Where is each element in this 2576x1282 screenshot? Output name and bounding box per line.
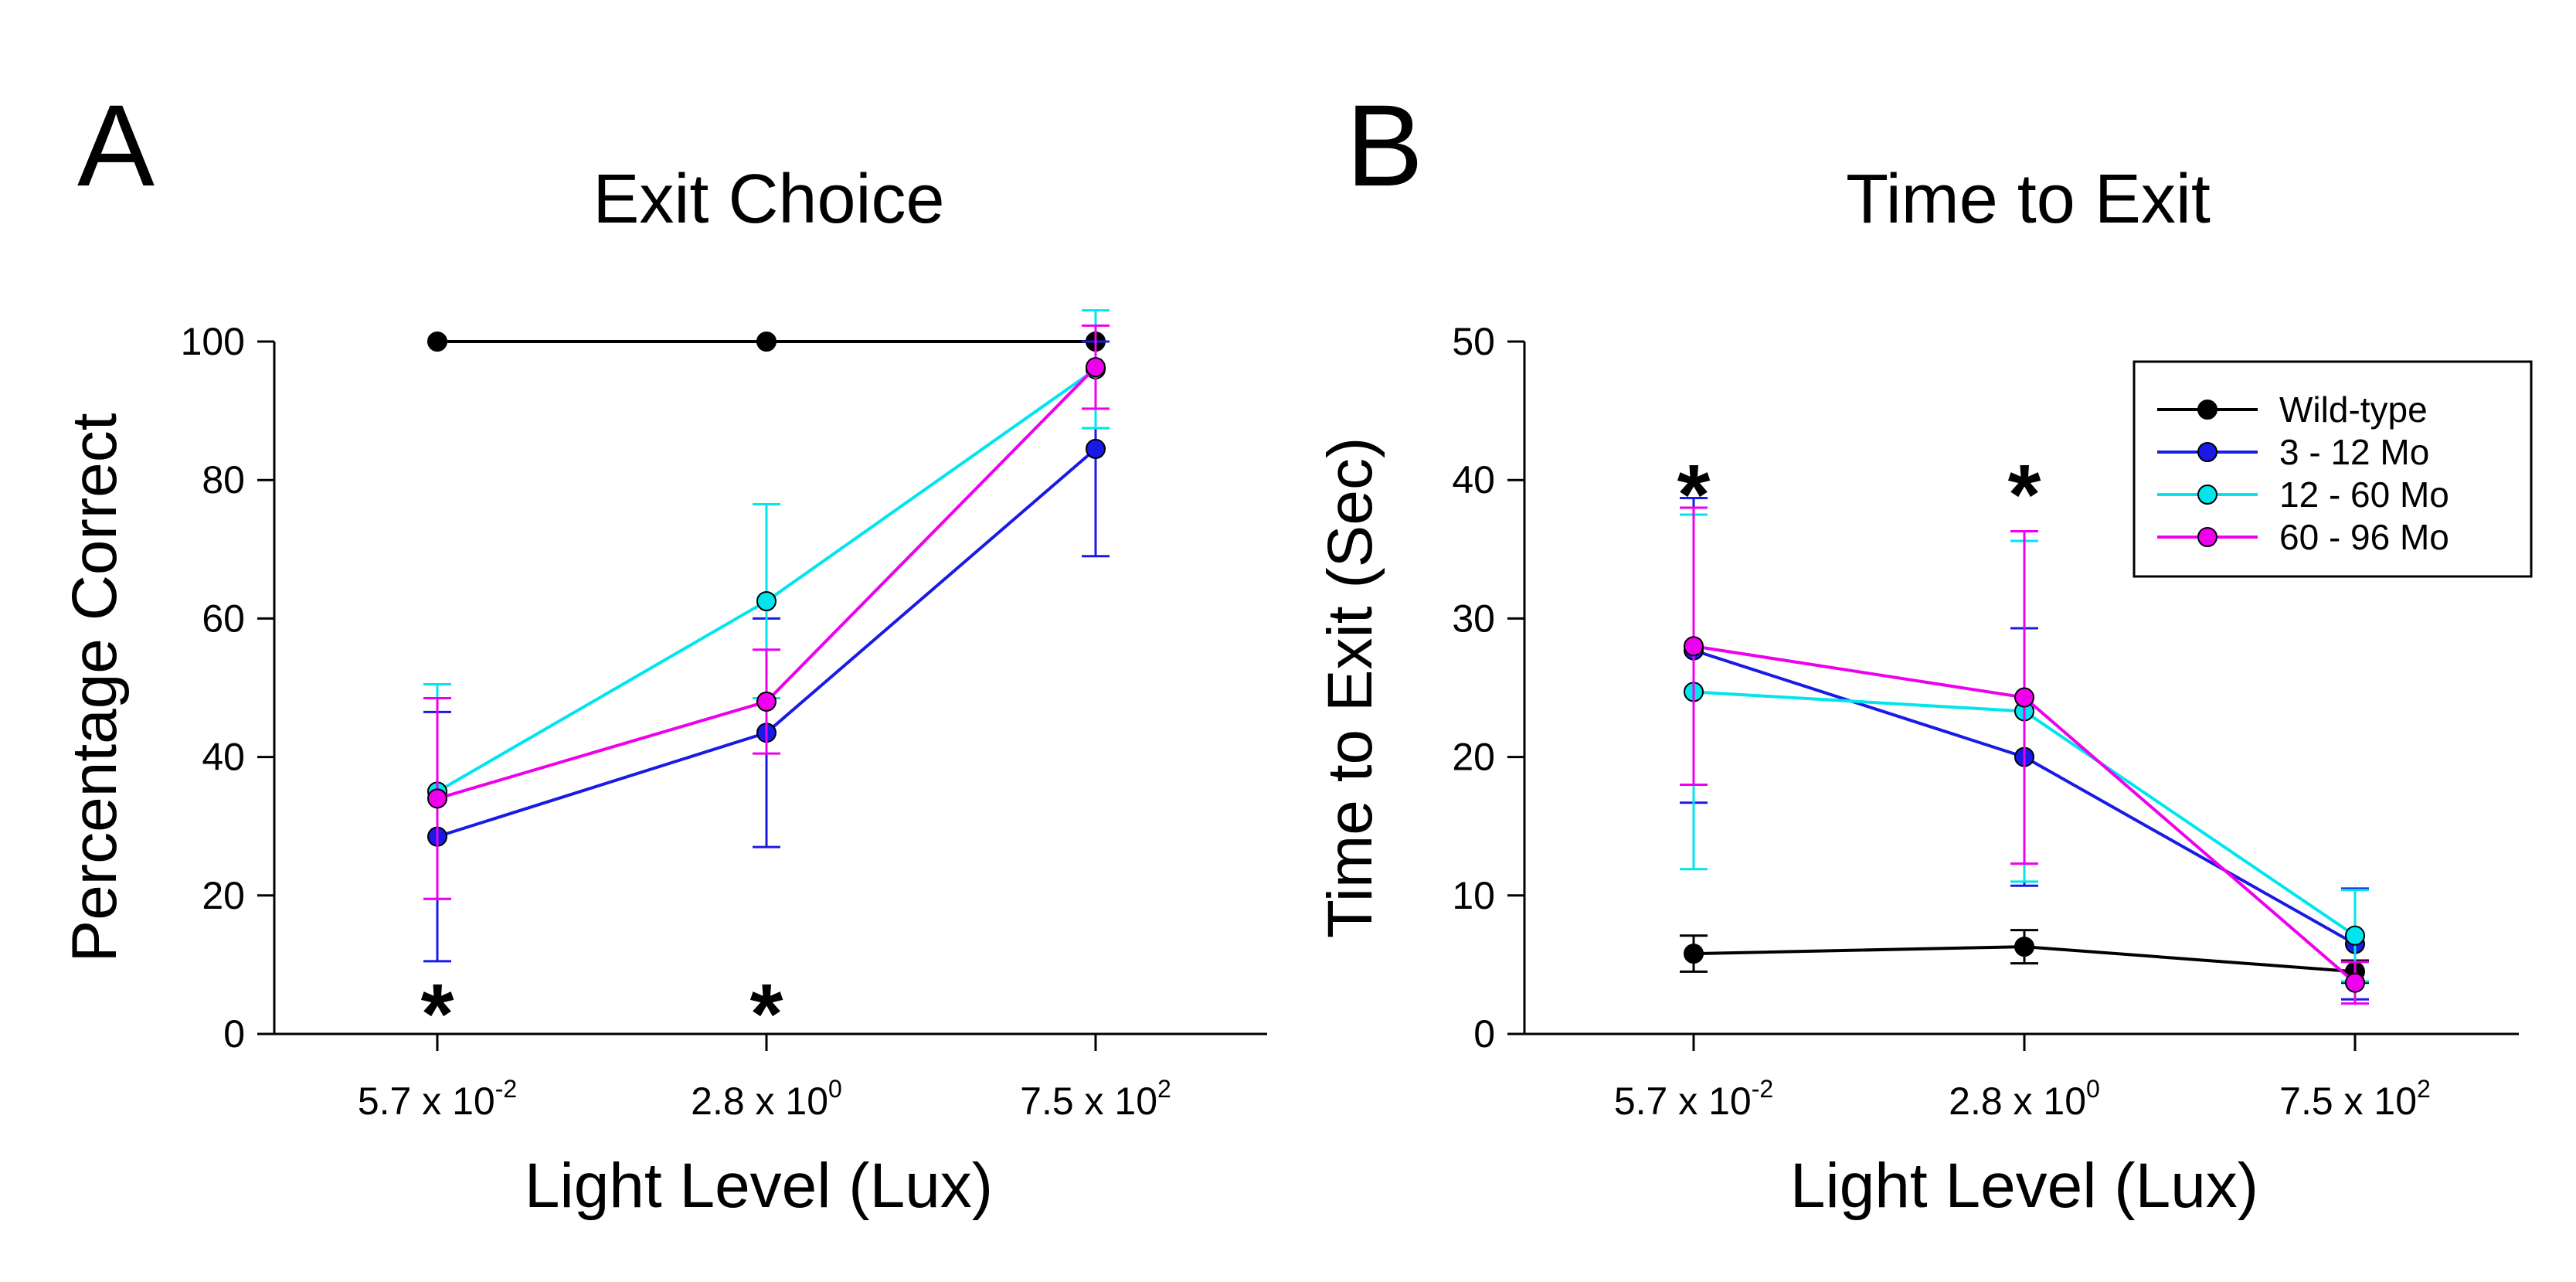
y-tick-label: 10 — [1452, 874, 1495, 917]
legend-swatch-marker — [2197, 527, 2217, 547]
significance-asterisk: * — [2008, 447, 2041, 542]
x-tick-label-exponent: 0 — [828, 1075, 842, 1103]
data-point — [427, 788, 447, 809]
x-tick-label-exponent: 2 — [1157, 1075, 1171, 1103]
series-60-96-mo — [423, 324, 1110, 900]
x-axis-label: Light Level (Lux) — [525, 1151, 993, 1221]
data-point — [756, 591, 777, 611]
series-wild-type — [427, 332, 1106, 352]
y-tick-label: 40 — [202, 736, 245, 779]
y-tick-label: 0 — [223, 1012, 245, 1056]
y-tick-label: 30 — [1452, 597, 1495, 640]
panel-letter: B — [1346, 80, 1423, 210]
x-tick-label: 5.7 x 10-2 — [358, 1075, 517, 1123]
x-tick-label: 5.7 x 10-2 — [1614, 1075, 1773, 1123]
legend-swatch-marker — [2197, 485, 2217, 505]
y-tick-label: 80 — [202, 458, 245, 502]
y-axis-label: Percentage Correct — [59, 413, 130, 962]
y-tick-label: 50 — [1452, 320, 1495, 363]
data-point — [756, 691, 777, 712]
y-tick-label: 20 — [202, 874, 245, 917]
data-point — [427, 332, 447, 352]
data-point — [756, 332, 777, 352]
y-tick-label: 60 — [202, 597, 245, 640]
x-tick-label-exponent: -2 — [495, 1075, 517, 1103]
significance-asterisk: * — [1677, 447, 1711, 542]
x-tick-label: 7.5 x 102 — [1020, 1075, 1171, 1123]
data-point — [2345, 925, 2365, 946]
legend-label: 12 - 60 Mo — [2279, 474, 2449, 515]
x-tick-label: 2.8 x 100 — [691, 1075, 842, 1123]
significance-asterisk: * — [750, 967, 783, 1062]
y-tick-label: 40 — [1452, 458, 1495, 502]
legend-label: 60 - 96 Mo — [2279, 517, 2449, 557]
legend-label: 3 - 12 Mo — [2279, 432, 2429, 472]
data-point — [2014, 687, 2034, 708]
x-tick-label-exponent: 2 — [2417, 1075, 2431, 1103]
series-60-96-mo — [1680, 506, 2369, 1005]
x-tick-label-exponent: 0 — [2086, 1075, 2100, 1103]
data-point — [1086, 438, 1106, 459]
legend-label: Wild-type — [2279, 389, 2428, 430]
x-tick-label-base: 2.8 x 10 — [1949, 1080, 2086, 1123]
chart-title: Exit Choice — [593, 161, 944, 238]
series-wild-type — [1680, 929, 2369, 984]
y-tick-label: 100 — [181, 320, 245, 363]
panel-letter: A — [77, 80, 155, 210]
data-point — [1684, 944, 1704, 964]
data-point — [2014, 937, 2034, 957]
x-tick-label-exponent: -2 — [1752, 1075, 1773, 1103]
x-tick-label-base: 7.5 x 10 — [2279, 1080, 2417, 1123]
y-axis-label: Time to Exit (Sec) — [1315, 437, 1385, 939]
x-tick-label: 2.8 x 100 — [1949, 1075, 2100, 1123]
x-tick-label-base: 7.5 x 10 — [1020, 1080, 1157, 1123]
x-tick-label: 7.5 x 102 — [2279, 1075, 2431, 1123]
data-point — [1086, 357, 1106, 378]
significance-asterisk: * — [421, 967, 454, 1062]
data-point — [1684, 636, 1704, 657]
legend-swatch-marker — [2197, 400, 2217, 420]
data-point — [2345, 972, 2365, 993]
y-tick-label: 20 — [1452, 736, 1495, 779]
x-tick-label-base: 2.8 x 10 — [691, 1080, 828, 1123]
legend-swatch-marker — [2197, 442, 2217, 462]
x-axis-label: Light Level (Lux) — [1790, 1151, 2258, 1221]
chart-title: Time to Exit — [1846, 161, 2211, 238]
x-tick-label-base: 5.7 x 10 — [1614, 1080, 1752, 1123]
x-tick-label-base: 5.7 x 10 — [358, 1080, 495, 1123]
y-tick-label: 0 — [1473, 1012, 1495, 1056]
